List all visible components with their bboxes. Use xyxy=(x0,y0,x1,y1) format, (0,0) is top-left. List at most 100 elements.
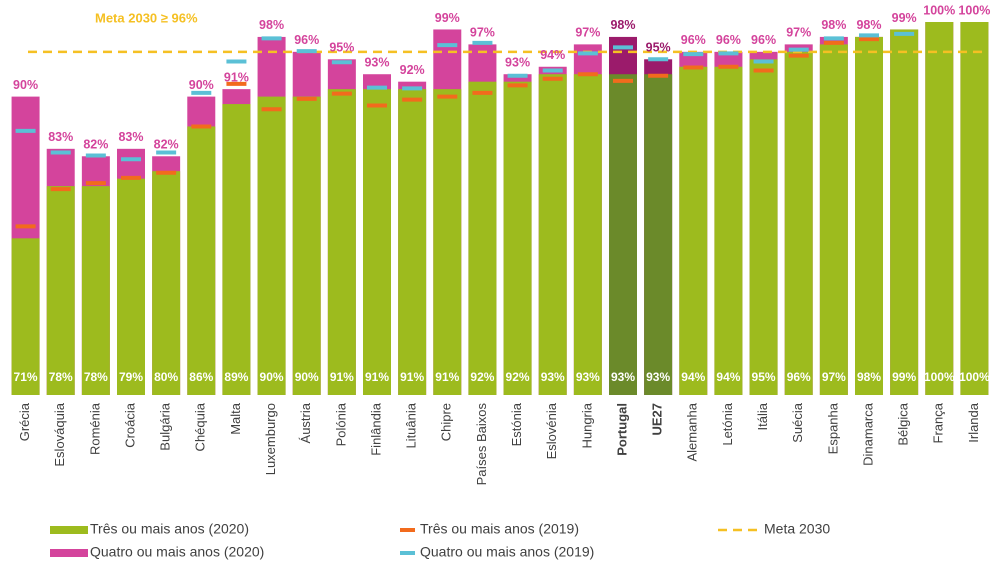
value-label: 90% xyxy=(13,78,38,92)
bar xyxy=(222,104,251,395)
x-tick-label: Áustria xyxy=(298,402,313,443)
value-label: 93% xyxy=(611,370,635,384)
value-label: 99% xyxy=(435,11,460,25)
value-label: 97% xyxy=(822,370,846,384)
value-label: 98% xyxy=(857,370,881,384)
value-label: 95% xyxy=(752,370,776,384)
legend-label: Meta 2030 xyxy=(764,521,830,537)
value-label: 97% xyxy=(786,26,811,40)
x-tick-label: Roménia xyxy=(87,402,102,455)
x-tick-label: França xyxy=(931,402,946,443)
bar xyxy=(960,22,989,395)
value-label: 100% xyxy=(923,3,955,17)
bar xyxy=(819,44,848,395)
x-tick-label: Espanha xyxy=(825,402,840,454)
value-label: 98% xyxy=(856,18,881,32)
x-tick-label: Letónia xyxy=(720,402,735,445)
legend-label: Três ou mais anos (2019) xyxy=(420,521,579,537)
bar xyxy=(152,171,181,395)
value-label: 99% xyxy=(892,11,917,25)
reference-label: Meta 2030 ≥ 96% xyxy=(95,10,198,25)
x-tick-label: Eslovénia xyxy=(544,402,559,459)
value-label: 97% xyxy=(575,26,600,40)
value-label: 91% xyxy=(330,370,354,384)
value-label: 99% xyxy=(892,370,916,384)
x-tick-label: Suécia xyxy=(790,402,805,443)
value-label: 83% xyxy=(118,130,143,144)
value-label: 78% xyxy=(49,370,73,384)
value-label: 89% xyxy=(224,370,248,384)
value-label: 96% xyxy=(751,33,776,47)
value-label: 98% xyxy=(610,18,635,32)
x-tick-label: Irlanda xyxy=(966,402,981,443)
bar xyxy=(11,238,40,395)
x-tick-label: Itália xyxy=(755,402,770,430)
value-label: 71% xyxy=(14,370,38,384)
bar xyxy=(46,186,75,395)
bar xyxy=(257,96,286,395)
legend-swatch xyxy=(50,526,88,534)
value-label: 91% xyxy=(435,370,459,384)
value-label: 79% xyxy=(119,370,143,384)
value-label: 94% xyxy=(681,370,705,384)
bar xyxy=(398,89,427,395)
x-tick-label: Dinamarca xyxy=(860,402,875,466)
value-label: 100% xyxy=(924,370,955,384)
bar xyxy=(327,89,356,395)
x-tick-label: Eslováquia xyxy=(52,402,67,466)
value-label: 100% xyxy=(958,3,990,17)
value-label: 86% xyxy=(189,370,213,384)
x-tick-label: Hungria xyxy=(579,402,594,448)
value-label: 96% xyxy=(681,33,706,47)
value-label: 91% xyxy=(224,70,249,84)
bar xyxy=(855,36,883,396)
bar xyxy=(784,51,813,396)
x-tick-label: UE27 xyxy=(650,403,665,436)
x-tick-label: Croácia xyxy=(122,402,137,448)
bar xyxy=(679,66,708,395)
value-label: 80% xyxy=(154,370,178,384)
x-tick-label: Polónia xyxy=(333,402,348,446)
value-label: 96% xyxy=(294,33,319,47)
bar xyxy=(468,81,497,396)
legend-label: Quatro ou mais anos (2020) xyxy=(90,544,264,560)
x-tick-label: Chipre xyxy=(439,403,454,441)
legend-label: Três ou mais anos (2020) xyxy=(90,521,249,537)
value-label: 78% xyxy=(84,370,108,384)
x-tick-label: Malta xyxy=(228,402,243,435)
value-label: 90% xyxy=(189,78,214,92)
legend-swatch xyxy=(50,549,88,557)
x-tick-label: Lituânia xyxy=(404,402,419,448)
value-label: 97% xyxy=(470,26,495,40)
x-tick-label: Luxemburgo xyxy=(263,403,278,475)
bar xyxy=(292,96,321,395)
value-label: 98% xyxy=(259,18,284,32)
bar xyxy=(890,29,919,396)
value-label: 92% xyxy=(470,370,494,384)
value-label: 82% xyxy=(83,138,108,152)
value-label: 94% xyxy=(540,48,565,62)
value-label: 95% xyxy=(329,41,354,55)
bar xyxy=(117,178,145,395)
x-tick-label: Grécia xyxy=(17,402,32,441)
value-label: 93% xyxy=(576,370,600,384)
bar xyxy=(433,89,462,395)
x-tick-label: Estónia xyxy=(509,402,524,446)
bar xyxy=(503,81,532,396)
x-tick-label: Países Baixos xyxy=(474,403,489,486)
value-label: 90% xyxy=(260,370,284,384)
x-tick-label: Bélgica xyxy=(896,402,911,445)
value-label: 91% xyxy=(365,370,389,384)
value-label: 90% xyxy=(295,370,319,384)
x-tick-label: Bulgária xyxy=(158,402,173,450)
value-label: 96% xyxy=(787,370,811,384)
bar xyxy=(363,89,391,395)
bar xyxy=(749,59,778,396)
bar xyxy=(609,74,637,395)
bar xyxy=(573,74,602,395)
value-label: 94% xyxy=(716,370,740,384)
bar xyxy=(538,74,567,395)
value-label: 83% xyxy=(48,130,73,144)
x-tick-label: Portugal xyxy=(614,403,629,456)
